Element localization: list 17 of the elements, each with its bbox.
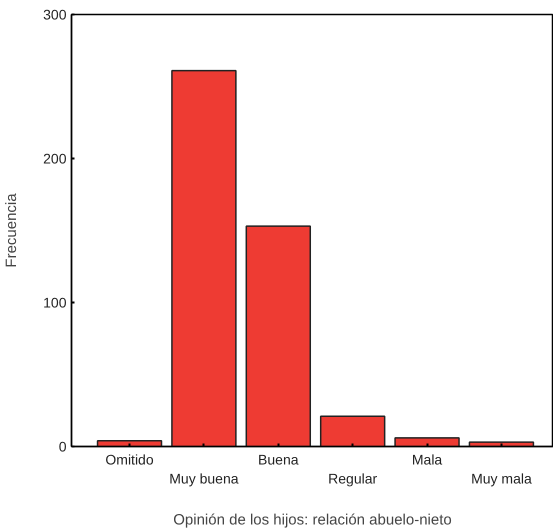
x-tick-label: Mala <box>412 452 442 468</box>
y-tick-label: 300 <box>43 6 67 22</box>
bar <box>246 225 312 446</box>
x-tick-label: Muy buena <box>169 470 239 487</box>
x-tick-label: Buena <box>258 452 299 468</box>
x-tick-label: Omitido <box>105 452 154 468</box>
y-axis-title: Frecuencia <box>3 192 20 268</box>
bar <box>96 440 162 446</box>
y-tick-label: 100 <box>43 294 67 310</box>
y-tick-label: 0 <box>58 438 67 454</box>
bar <box>320 416 386 446</box>
x-axis-title: Opinión de los hijos: relación abuelo-nieto <box>173 512 452 529</box>
x-tick-label: Regular <box>328 470 378 487</box>
bar <box>394 437 460 446</box>
y-tick-label: 200 <box>43 150 67 166</box>
x-tick-label: Muy mala <box>471 470 532 487</box>
bar <box>171 70 237 446</box>
